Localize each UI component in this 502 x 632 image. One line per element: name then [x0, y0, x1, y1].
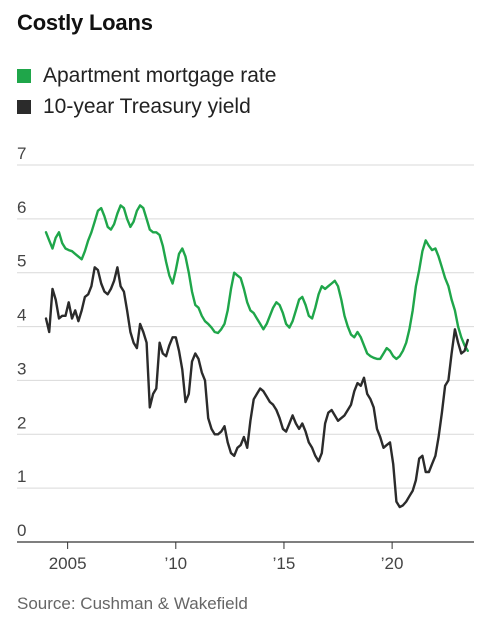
series-line-treasury-yield — [44, 266, 469, 509]
x-tick-label-2015: ’15 — [273, 554, 296, 573]
x-tick-label-2020: ’20 — [381, 554, 404, 573]
y-tick-label-0: 0 — [17, 521, 26, 540]
y-tick-label-6: 6 — [17, 198, 26, 217]
x-tick-label-2010: ’10 — [164, 554, 187, 573]
y-tick-label-5: 5 — [17, 252, 26, 271]
legend-swatch-treasury — [17, 99, 31, 114]
x-tick-label-2005: 2005 — [49, 554, 87, 573]
legend-item-treasury: 10-year Treasury yield — [17, 91, 276, 122]
y-tick-label-3: 3 — [17, 359, 26, 378]
series-line-apartment-mortgage-rate — [44, 204, 469, 361]
legend: Apartment mortgage rate 10-year Treasury… — [17, 60, 276, 122]
y-tick-label-1: 1 — [17, 467, 26, 486]
source-note: Source: Cushman & Wakefield — [17, 594, 248, 613]
y-tick-label-2: 2 — [17, 413, 26, 432]
chart-title: Costly Loans — [17, 10, 153, 35]
legend-label-mortgage: Apartment mortgage rate — [43, 63, 277, 87]
legend-swatch-mortgage — [17, 68, 31, 83]
y-tick-label-4: 4 — [17, 306, 26, 325]
legend-item-mortgage: Apartment mortgage rate — [17, 60, 276, 91]
y-tick-label-7: 7 — [17, 144, 26, 163]
legend-label-treasury: 10-year Treasury yield — [43, 94, 251, 118]
